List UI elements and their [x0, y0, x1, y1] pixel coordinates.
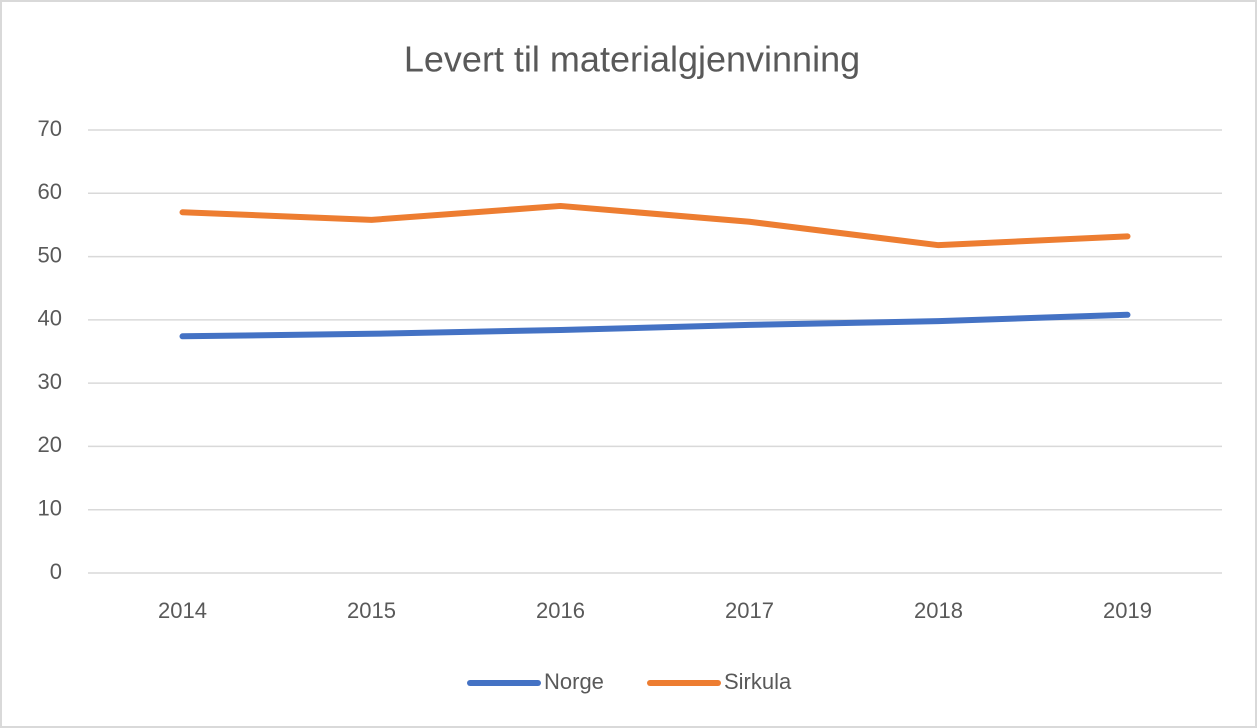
x-tick-label: 2014 [158, 598, 207, 623]
y-tick-label: 0 [50, 559, 62, 584]
y-tick-label: 60 [38, 179, 62, 204]
x-tick-label: 2018 [914, 598, 963, 623]
x-tick-label: 2019 [1103, 598, 1152, 623]
chart-title: Levert til materialgjenvinning [404, 39, 860, 80]
legend-label: Norge [544, 669, 604, 694]
x-tick-label: 2015 [347, 598, 396, 623]
y-tick-label: 70 [38, 116, 62, 141]
x-tick-label: 2016 [536, 598, 585, 623]
y-tick-label: 50 [38, 242, 62, 267]
y-tick-label: 20 [38, 432, 62, 457]
y-tick-label: 40 [38, 306, 62, 331]
line-series [179, 202, 1131, 249]
y-tick-label: 10 [38, 496, 62, 521]
y-tick-label: 30 [38, 369, 62, 394]
line-series [179, 311, 1131, 340]
legend-label: Sirkula [724, 669, 792, 694]
x-tick-label: 2017 [725, 598, 774, 623]
